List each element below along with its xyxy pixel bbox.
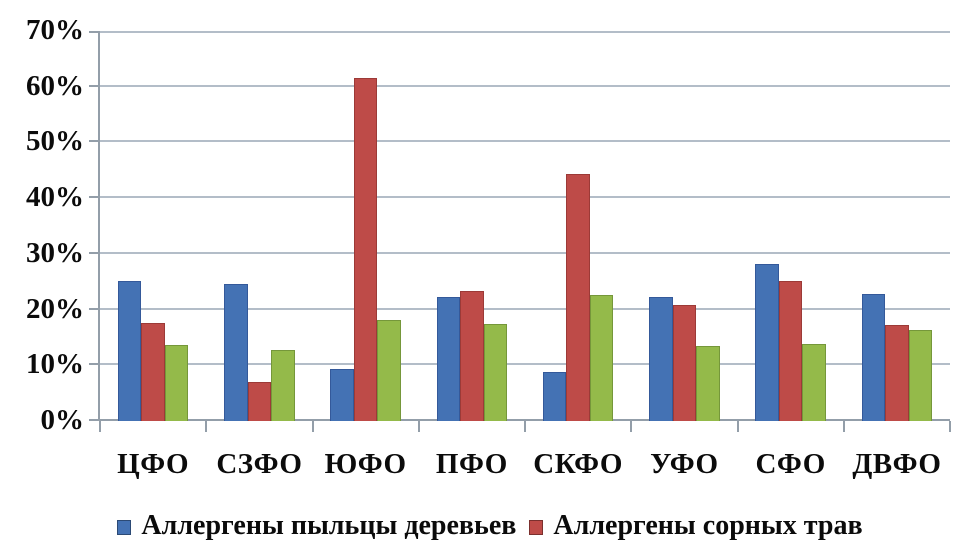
gridline-0 [100,419,950,421]
gridline-70 [100,31,950,33]
bar-СЗФО-series3 [271,350,295,421]
x-tick-2 [311,421,314,432]
bar-СЗФО-series2 [247,382,272,421]
x-tick-6 [736,421,739,432]
bar-УФО-series3 [696,345,720,421]
x-tick-8 [949,421,951,432]
bar-СКФО-series3 [589,294,614,421]
bar-УФО-series1 [649,296,673,421]
x-axis-label-ПФО: ПФО [435,448,508,480]
bar-ЮФО-series2 [353,78,378,421]
chart-legend: Аллергены пыльцы деревьев Аллергены сорны… [0,510,980,542]
x-axis-label-СКФО: СКФО [533,448,623,480]
y-tick-60 [89,84,99,87]
x-tick-5 [630,421,633,432]
x-axis-label-ЦФО: ЦФО [117,448,190,480]
y-tick-0 [89,419,99,421]
y-tick-40 [89,196,99,199]
y-axis-label-20: 20% [26,292,84,325]
bar-ЦФО-series2 [141,322,165,421]
gridline-30 [100,251,950,254]
y-tick-10 [89,363,99,366]
y-axis-line [98,31,100,421]
y-tick-20 [89,307,99,310]
x-tick-1 [205,421,208,432]
y-axis-label-70: 70% [26,14,84,46]
bar-СФО-series3 [802,343,826,421]
bar-ДВФО-series3 [908,330,933,421]
x-axis-label-СЗФО: СЗФО [216,448,303,480]
y-tick-50 [89,140,99,143]
bar-СЗФО-series1 [224,283,248,421]
y-axis-label-50: 50% [26,125,84,158]
legend-swatch-2 [529,520,544,535]
y-axis-label-30: 30% [26,236,84,269]
legend-item-1: Аллергены пыльцы деревьев [117,510,516,542]
y-tick-30 [89,251,99,254]
bar-ЦФО-series1 [117,280,142,421]
bar-СКФО-series1 [542,371,567,421]
y-axis-label-0: 0% [40,404,85,436]
x-tick-0 [99,421,101,432]
bar-ПФО-series2 [460,290,484,421]
x-axis-label-ЮФО: ЮФО [324,448,407,480]
gridline-60 [100,84,950,87]
x-tick-3 [417,421,420,432]
bar-ПФО-series3 [483,324,508,421]
x-axis-label-СФО: СФО [755,448,826,480]
x-tick-7 [842,421,845,432]
x-tick-4 [524,421,526,432]
legend-label-1: Аллергены пыльцы деревьев [141,510,517,541]
gridline-20 [100,307,950,310]
y-tick-70 [89,31,99,33]
bar-ЮФО-series3 [377,319,401,421]
y-axis-label-10: 10% [26,348,84,381]
bar-СФО-series2 [778,280,803,421]
legend-item-2: Аллергены сорных трав [529,510,863,542]
y-axis-label-40: 40% [26,181,84,214]
gridline-50 [100,140,950,143]
plot-area [100,31,950,421]
bar-СКФО-series2 [566,174,590,421]
bar-ЮФО-series1 [330,368,354,421]
bar-ПФО-series1 [436,296,461,421]
gridline-10 [100,363,950,366]
gridline-40 [100,196,950,199]
bar-СФО-series1 [755,264,779,421]
legend-swatch-1 [117,520,132,535]
x-axis-label-ДВФО: ДВФО [852,448,942,480]
bar-ДВФО-series2 [885,325,909,421]
y-axis-label-60: 60% [26,69,84,102]
bar-ДВФО-series1 [861,293,886,421]
bar-УФО-series2 [672,304,697,421]
x-axis-label-УФО: УФО [650,448,719,480]
legend-label-2: Аллергены сорных трав [553,510,863,541]
bar-ЦФО-series3 [164,344,189,421]
